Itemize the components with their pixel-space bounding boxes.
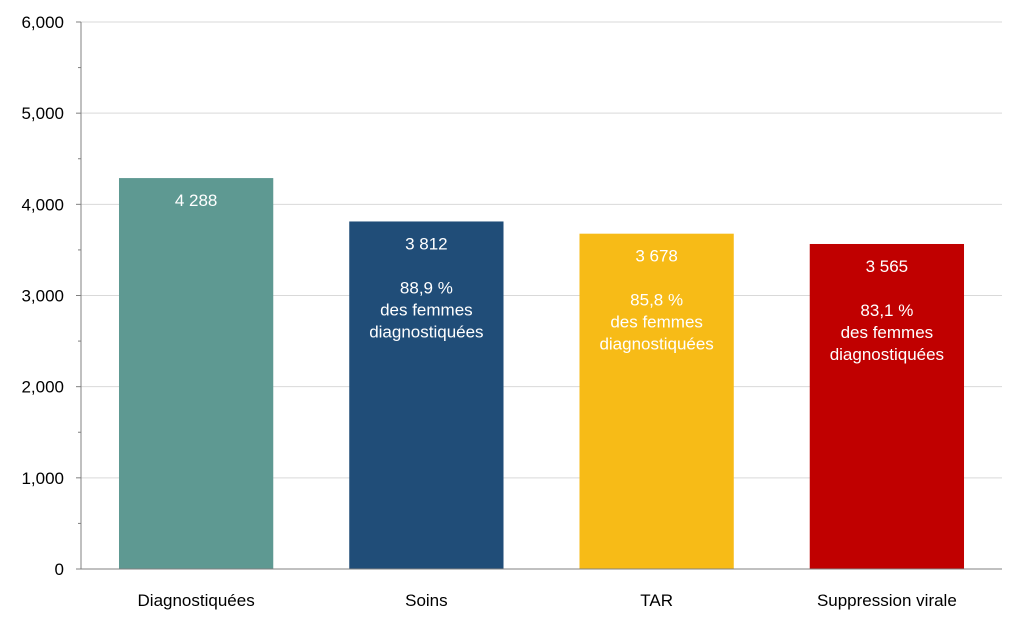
bar-annotation-line1: des femmes xyxy=(380,300,473,319)
y-tick-label: 6,000 xyxy=(21,13,64,32)
y-tick-label: 5,000 xyxy=(21,104,64,123)
bar-annotation-line2: diagnostiquées xyxy=(830,345,944,364)
bar-value-label: 3 565 xyxy=(866,257,909,276)
bar-annotation-line2: diagnostiquées xyxy=(599,335,713,354)
bar-annotation-line1: des femmes xyxy=(610,313,703,332)
y-tick-label: 3,000 xyxy=(21,287,64,306)
bar-value-label: 3 678 xyxy=(635,247,678,266)
x-category-label: Suppression virale xyxy=(817,591,957,610)
y-axis: 0 1,000 2,000 3,000 4,000 5,000 6,000 xyxy=(21,13,82,579)
bar xyxy=(809,243,965,569)
y-tick-label: 2,000 xyxy=(21,378,64,397)
bar-annotation-line2: diagnostiquées xyxy=(369,322,483,341)
bar-value-label: 4 288 xyxy=(175,191,218,210)
bar-value-label: 3 812 xyxy=(405,234,448,253)
bar-annotation-percent: 88,9 % xyxy=(400,278,453,297)
bar xyxy=(118,178,274,569)
y-tick-label: 0 xyxy=(55,560,64,579)
bar-annotation-percent: 85,8 % xyxy=(630,291,683,310)
y-tick-label: 1,000 xyxy=(21,469,64,488)
bar-annotation-line1: des femmes xyxy=(841,323,934,342)
x-category-label: Soins xyxy=(405,591,448,610)
x-category-label: TAR xyxy=(640,591,673,610)
bar-labels: 4 288 3 812 88,9 % des femmes diagnostiquées… xyxy=(175,191,944,364)
bar xyxy=(579,233,734,569)
bar-annotation-percent: 83,1 % xyxy=(860,301,913,320)
x-axis: Diagnostiquées Soins TAR Suppression virale xyxy=(81,568,1002,610)
bar xyxy=(349,221,504,570)
y-tick-label: 4,000 xyxy=(21,195,64,214)
x-category-label: Diagnostiquées xyxy=(138,591,255,610)
bars xyxy=(118,178,965,570)
